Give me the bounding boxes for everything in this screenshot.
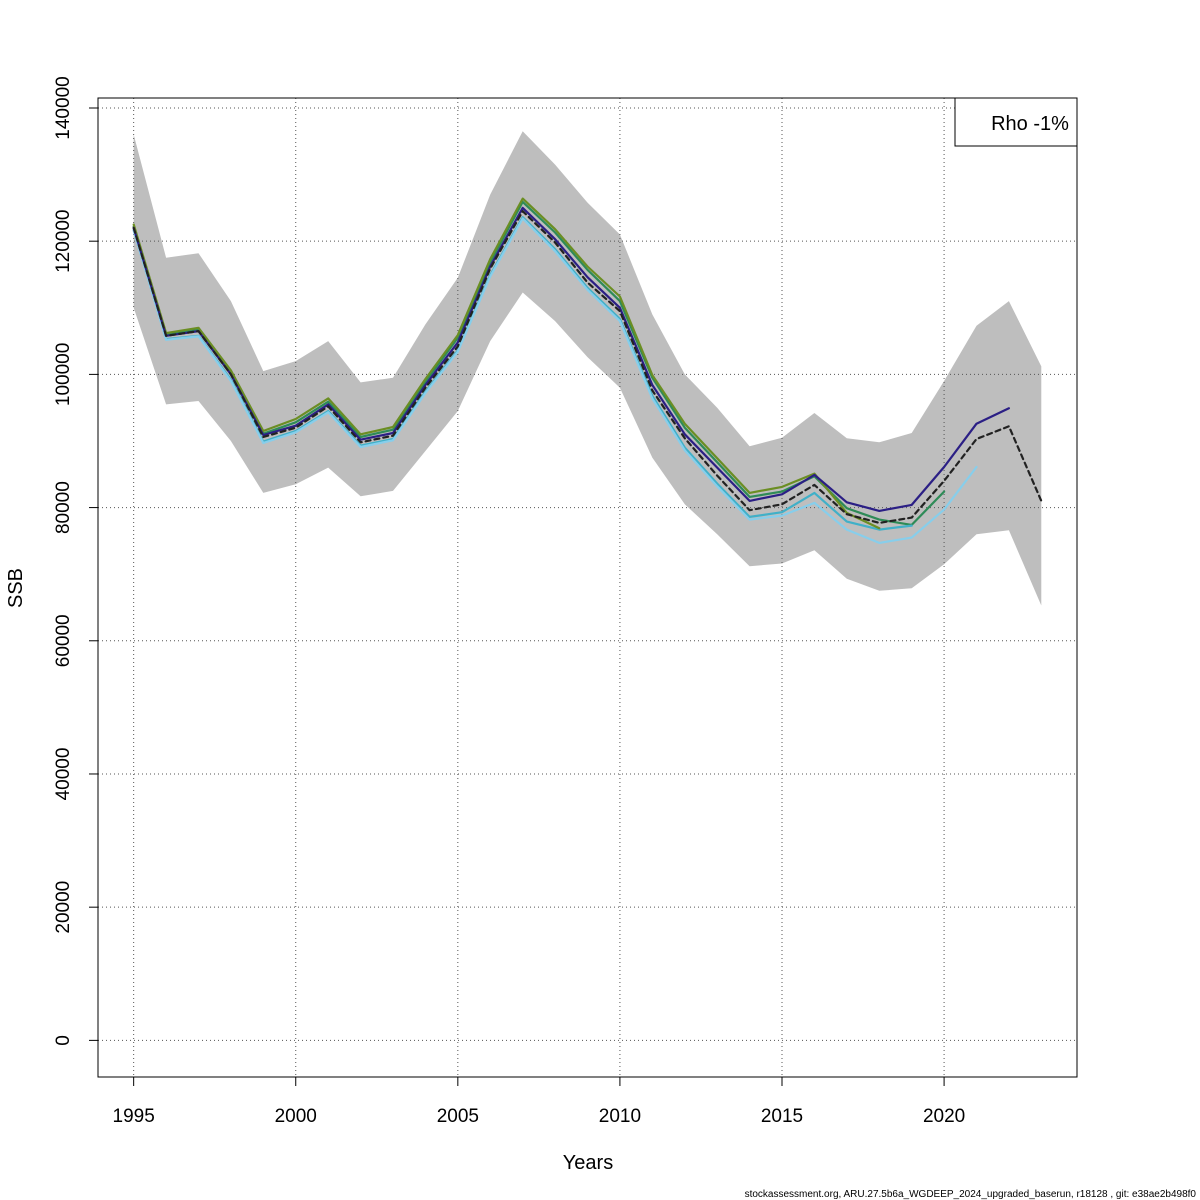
plot-frame (97, 97, 1078, 1078)
y-tick-label-80000: 80000 (53, 481, 74, 534)
x-tick-label-2000: 2000 (275, 1106, 317, 1127)
y-axis-title: SSB (5, 568, 27, 608)
y-tick-label-20000: 20000 (53, 881, 74, 934)
y-tick-label-40000: 40000 (53, 748, 74, 801)
y-tick-label-100000: 100000 (53, 343, 74, 406)
x-tick-label-2020: 2020 (923, 1106, 965, 1127)
x-axis-title: Years (563, 1152, 613, 1174)
x-tick-label-1995: 1995 (113, 1106, 155, 1127)
series-line-6 (132, 210, 1043, 525)
y-tick-label-60000: 60000 (53, 614, 74, 667)
x-tick-label-2005: 2005 (437, 1106, 479, 1127)
y-tick-label-120000: 120000 (53, 209, 74, 272)
legend-text: Rho -1% (991, 113, 1069, 135)
series-layer (132, 197, 1043, 545)
legend-box (954, 97, 1078, 147)
x-axis: 1995 2000 2005 2010 2015 2020 (113, 1077, 965, 1127)
footer-credit: stockassessment.org, ARU.27.5b6a_WGDEEP_… (745, 1189, 1197, 1200)
series-line-5 (132, 206, 1011, 512)
confidence-band (133, 131, 1042, 606)
y-tick-label-140000: 140000 (53, 76, 74, 139)
confidence-band-layer (133, 131, 1042, 606)
series-line-3 (132, 217, 978, 545)
legend: Rho -1% (954, 97, 1078, 147)
x-tick-label-2015: 2015 (761, 1106, 803, 1127)
y-tick-label-0: 0 (53, 1035, 74, 1046)
series-line-4 (132, 197, 881, 530)
y-axis: 0 20000 40000 60000 80000 100000 120000 140000 (53, 76, 98, 1046)
x-tick-label-2010: 2010 (599, 1106, 641, 1127)
